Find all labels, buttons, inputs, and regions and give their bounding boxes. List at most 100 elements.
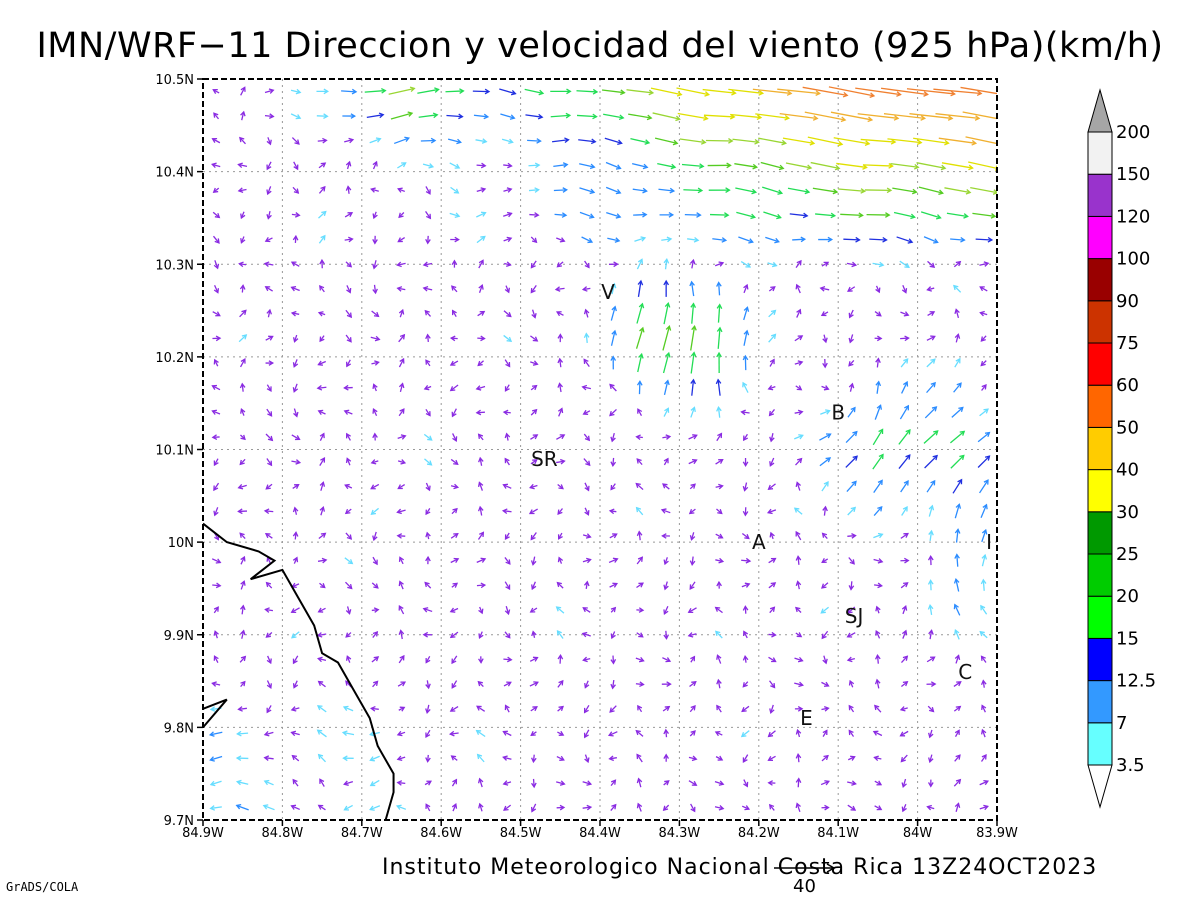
wind-vector (556, 237, 566, 243)
wind-vector (417, 87, 440, 94)
wind-vector (372, 630, 379, 638)
wind-vector (346, 285, 352, 294)
wind-vector (398, 308, 405, 318)
wind-vector (716, 654, 722, 664)
wind-vector (768, 309, 777, 318)
wind-vector (893, 211, 916, 220)
wind-vector (343, 384, 353, 391)
lon-tick-label: 84.6W (420, 826, 462, 841)
wind-vector (822, 655, 828, 665)
colorbar-segment (1087, 258, 1113, 302)
wind-vector (530, 384, 538, 391)
wind-vector (529, 212, 540, 218)
colorbar-segment (1087, 342, 1113, 386)
wind-vector (240, 110, 246, 121)
wind-vector (240, 629, 246, 639)
wind-vector (864, 187, 893, 194)
wind-vector (212, 235, 220, 244)
wind-vector (900, 358, 909, 368)
wind-vector (239, 655, 247, 663)
wind-vector (736, 211, 757, 220)
wind-vector (743, 779, 749, 788)
wind-vector (266, 458, 273, 467)
wind-vector (847, 286, 856, 292)
wind-vector (821, 532, 828, 539)
wind-vector (980, 604, 988, 615)
wind-vector (795, 580, 802, 590)
wind-vector (370, 335, 381, 342)
wind-vector (556, 755, 565, 761)
wind-vector (847, 780, 857, 786)
wind-vector (715, 458, 724, 465)
wind-vector (395, 804, 407, 810)
wind-vector (292, 556, 299, 564)
wind-vector (530, 285, 537, 294)
wind-vector (630, 137, 651, 145)
wind-vector (556, 581, 564, 589)
wind-vector (949, 430, 966, 444)
wind-vector (632, 162, 649, 170)
wind-vector (954, 802, 961, 813)
wind-vector (503, 236, 513, 243)
wind-vector (371, 360, 380, 366)
wind-vector (582, 804, 593, 811)
wind-vector (794, 360, 804, 366)
wind-vector (743, 283, 749, 294)
wind-vector (874, 653, 881, 664)
wind-vector (821, 480, 829, 492)
wind-vector (451, 803, 458, 812)
wind-vector (213, 260, 220, 270)
wind-vector (714, 630, 723, 639)
wind-vector (263, 755, 274, 761)
wind-vector (845, 455, 858, 468)
wind-vector (292, 234, 299, 243)
wind-vector (822, 358, 828, 369)
wind-vector (366, 112, 385, 119)
wind-vector (846, 261, 858, 268)
wind-vector (913, 137, 950, 146)
wind-vector (683, 187, 704, 194)
wind-vector (212, 582, 222, 589)
wind-vector (478, 259, 484, 269)
colorbar-label: 50 (1116, 417, 1139, 438)
wind-vector (475, 729, 486, 738)
wind-vector (795, 259, 802, 268)
wind-vector (263, 779, 274, 786)
wind-vector (451, 680, 458, 689)
wind-vector (926, 681, 937, 687)
wind-vector (319, 778, 325, 787)
wind-vector (345, 457, 352, 466)
wind-vector (239, 382, 246, 392)
wind-vector (609, 705, 617, 713)
wind-vector (448, 730, 459, 737)
wind-vector (846, 480, 857, 493)
wind-vector (528, 187, 540, 193)
wind-vector (317, 557, 328, 564)
wind-vector (916, 162, 947, 171)
wind-vector (370, 187, 379, 193)
wind-vector (477, 433, 484, 441)
wind-vector (370, 483, 380, 490)
wind-vector (397, 484, 406, 490)
wind-vector (768, 631, 777, 638)
wind-vector (610, 655, 617, 665)
place-label: SR (531, 447, 558, 471)
wind-vector (398, 408, 405, 417)
wind-vector (794, 681, 804, 688)
wind-vector (345, 532, 353, 540)
wind-vector (848, 679, 855, 688)
wind-vector (954, 357, 961, 368)
wind-vector (981, 553, 988, 567)
wind-vector (342, 755, 354, 762)
wind-vector (900, 532, 909, 539)
wind-vector (291, 582, 300, 589)
wind-vector (576, 88, 599, 95)
wind-vector (477, 680, 484, 688)
wind-vector (319, 432, 325, 441)
wind-vector (819, 286, 830, 292)
wind-vector (292, 334, 299, 343)
wind-vector (237, 706, 247, 712)
wind-vector (873, 558, 884, 564)
wind-vector (944, 187, 972, 195)
wind-vector (872, 261, 885, 268)
